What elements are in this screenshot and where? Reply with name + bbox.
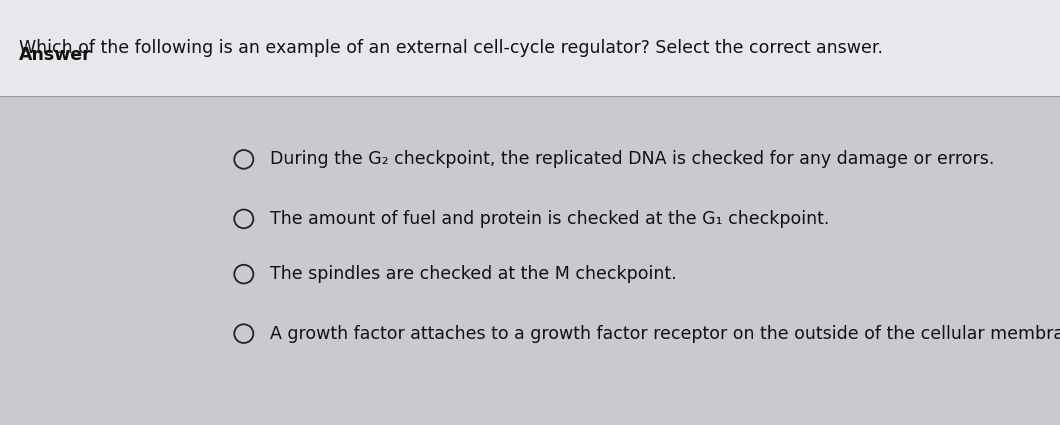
Text: Which of the following is an example of an external cell-cycle regulator? Select: Which of the following is an example of … [19, 39, 883, 57]
Bar [0, 0, 1060, 96]
Text: Answer: Answer [19, 46, 92, 64]
Text: During the G₂ checkpoint, the replicated DNA is checked for any damage or errors: During the G₂ checkpoint, the replicated… [270, 150, 994, 168]
Text: The spindles are checked at the M checkpoint.: The spindles are checked at the M checkp… [270, 265, 677, 283]
Bar [0, 96, 1060, 425]
Text: The amount of fuel and protein is checked at the G₁ checkpoint.: The amount of fuel and protein is checke… [270, 210, 830, 228]
Text: A growth factor attaches to a growth factor receptor on the outside of the cellu: A growth factor attaches to a growth fac… [270, 325, 1060, 343]
